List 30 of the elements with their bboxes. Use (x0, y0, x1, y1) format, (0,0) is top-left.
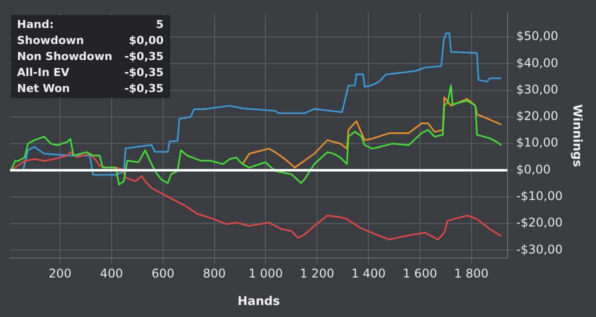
x-tick-label: 1 400 (351, 266, 386, 281)
annotation: -$0,35 (124, 82, 164, 95)
y-tick-label: -$20,00 (516, 216, 563, 230)
x-tick-label: 1 600 (402, 266, 438, 281)
y-tick-label: -$30,00 (516, 242, 563, 256)
annotation: Hand: (17, 18, 55, 31)
annotation: Showdown (17, 34, 85, 47)
annotation: All-In EV (17, 66, 70, 79)
annotation: -$0,35 (124, 66, 164, 79)
y-tick-label: -$10,00 (516, 189, 563, 204)
x-tick-label: 1 200 (300, 266, 334, 281)
annotation: $0,00 (128, 34, 164, 47)
y-tick-label: $50,00 (516, 29, 558, 44)
annotation: -$0,35 (124, 50, 164, 63)
y-tick-label: $40,00 (516, 56, 558, 70)
y-tick-label: $0,00 (516, 162, 551, 176)
y-tick-label: $30,00 (516, 82, 558, 96)
x-tick-label: 800 (202, 266, 226, 281)
x-tick-label: 1 000 (248, 266, 283, 281)
y-tick-label: $10,00 (516, 136, 558, 150)
y-tick-label: $20,00 (516, 109, 558, 124)
annotation: Net Won (17, 82, 71, 95)
annotation: Non Showdown (17, 50, 112, 63)
x-tick-label: 1 800 (454, 266, 488, 281)
y-axis-title: Winnings (570, 104, 585, 168)
x-tick-label: 600 (151, 266, 174, 281)
x-axis-title: Hands (237, 294, 280, 308)
annotation: 5 (155, 18, 164, 31)
x-tick-label: 400 (100, 266, 123, 281)
x-tick-label: 200 (48, 266, 72, 281)
